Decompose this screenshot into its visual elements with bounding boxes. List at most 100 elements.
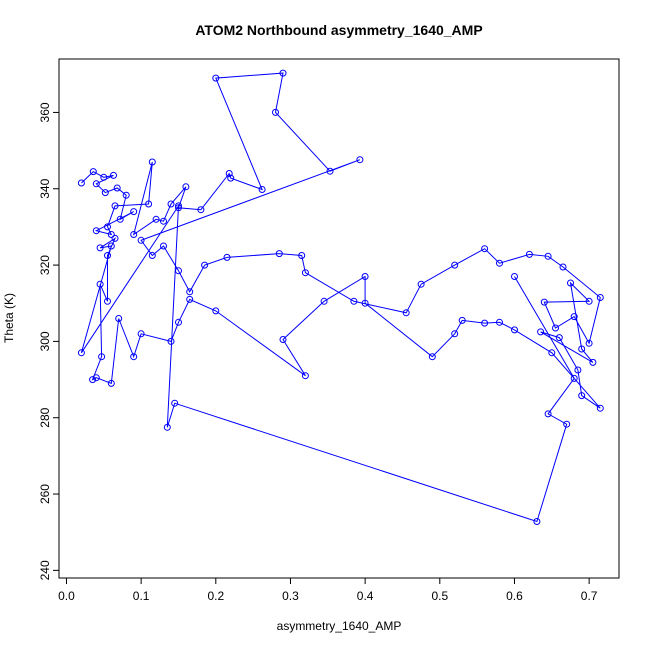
plot-frame	[58, 58, 620, 579]
data-point	[275, 250, 283, 258]
data-point	[148, 252, 156, 259]
data-point	[223, 253, 231, 261]
series-points	[77, 69, 604, 525]
data-point	[111, 202, 119, 210]
data-point	[77, 349, 85, 357]
data-point	[570, 313, 578, 321]
data-point	[160, 242, 167, 250]
data-point	[96, 280, 104, 288]
data-point	[544, 410, 552, 418]
data-point	[116, 215, 124, 223]
x-tick-label: 0.2	[207, 589, 224, 603]
data-point	[89, 376, 97, 384]
data-point	[563, 420, 571, 428]
x-axis: 0.0 0.1 0.2 0.3 0.4 0.5 0.6 0.7	[58, 577, 598, 603]
data-point	[110, 171, 117, 179]
data-point	[301, 269, 309, 277]
y-tick-label: 360	[38, 102, 52, 122]
data-point	[574, 366, 582, 374]
x-tick-label: 0.6	[506, 589, 523, 603]
data-point	[92, 374, 100, 382]
x-axis-label: asymmetry_1640_AMP	[277, 619, 402, 633]
data-point	[552, 324, 559, 332]
data-point	[451, 261, 459, 269]
data-point	[175, 204, 182, 212]
data-point	[589, 358, 597, 366]
data-point	[163, 423, 171, 431]
data-point	[511, 273, 518, 280]
data-point	[92, 180, 100, 188]
data-point	[160, 217, 167, 225]
data-point	[122, 191, 130, 199]
data-point	[272, 108, 279, 116]
data-point	[104, 252, 111, 259]
data-point	[104, 297, 111, 305]
data-point	[298, 252, 306, 259]
data-point	[92, 227, 100, 235]
data-point	[182, 183, 190, 191]
data-point	[585, 297, 593, 305]
data-point	[540, 298, 548, 306]
series-lines	[80, 72, 601, 523]
data-point	[428, 353, 436, 361]
data-point	[596, 404, 604, 412]
data-point	[148, 158, 156, 166]
data-point	[301, 372, 309, 380]
data-point	[96, 244, 104, 252]
data-point	[175, 318, 182, 326]
data-point	[197, 206, 205, 214]
y-axis-label: Theta (K)	[2, 293, 16, 343]
data-point	[481, 245, 489, 253]
data-point	[115, 315, 123, 322]
data-point	[107, 231, 115, 238]
data-point	[356, 156, 364, 164]
data-point	[111, 234, 119, 242]
data-point	[279, 336, 287, 343]
data-point	[578, 392, 586, 400]
data-point	[567, 279, 574, 287]
data-point	[544, 252, 552, 260]
data-point	[212, 74, 220, 82]
data-point	[361, 273, 369, 280]
data-point	[175, 267, 182, 275]
data-point	[175, 202, 182, 210]
x-tick-label: 0.3	[282, 589, 299, 603]
data-point	[320, 297, 328, 305]
y-axis: 240 260 280 300 320 340 360	[38, 102, 60, 580]
data-point	[167, 337, 175, 345]
data-point	[258, 186, 266, 193]
data-point	[104, 223, 111, 231]
data-point	[458, 316, 466, 324]
data-point	[533, 518, 541, 525]
data-point	[107, 379, 115, 387]
data-point	[101, 189, 109, 197]
x-tick-label: 0.5	[431, 589, 448, 603]
data-point	[537, 328, 545, 336]
y-tick-label: 260	[38, 484, 52, 504]
data-point	[130, 208, 138, 216]
y-tick-label: 320	[38, 255, 52, 275]
data-point	[186, 295, 194, 303]
data-point	[167, 200, 175, 208]
data-point	[279, 69, 287, 77]
data-point	[481, 319, 489, 327]
data-point	[145, 200, 153, 208]
y-tick-label: 340	[38, 178, 52, 198]
data-point	[227, 174, 235, 182]
data-point	[496, 318, 503, 326]
data-point	[98, 353, 106, 361]
data-point	[417, 280, 425, 288]
data-point	[171, 399, 179, 407]
data-point	[496, 259, 503, 267]
data-point	[350, 297, 358, 305]
data-point	[100, 173, 108, 181]
x-tick-label: 0.4	[357, 589, 374, 603]
data-point	[212, 307, 220, 315]
data-point	[186, 288, 194, 296]
data-point	[570, 374, 578, 382]
data-point	[578, 345, 586, 353]
y-tick-label: 240	[38, 560, 52, 580]
data-point	[402, 309, 410, 317]
x-tick-label: 0.1	[133, 589, 150, 603]
